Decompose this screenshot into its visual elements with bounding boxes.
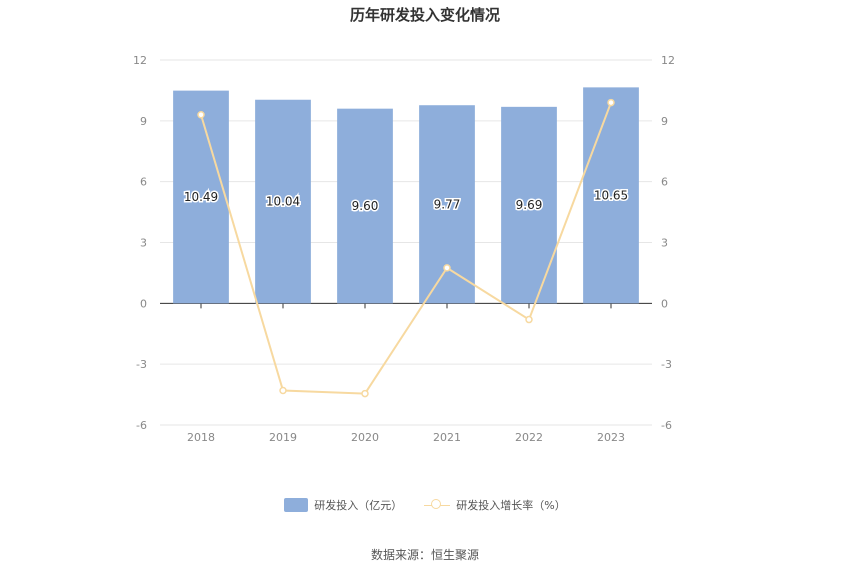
y-tick-right-label: -3 [661, 358, 672, 371]
chart-title: 历年研发投入变化情况 [349, 6, 500, 24]
source-note: 数据来源：恒生聚源 [370, 548, 479, 562]
bar-2020 [337, 108, 393, 304]
y-tick-right-label: 3 [661, 237, 668, 250]
y-tick-left-label: 9 [140, 115, 147, 128]
bar-2023 [583, 87, 639, 304]
axis-ticks: 12 12 9 9 6 6 3 3 0 0 -3 -3 -6 -6 2018 2019 2020 2021 2022… [133, 54, 675, 444]
y-tick-right-label: -6 [661, 419, 672, 432]
x-tick-label: 2021 [433, 431, 461, 444]
growth-point-2019 [279, 386, 287, 395]
bar-2018 [173, 90, 229, 304]
legend-label-line: 研发投入增长率（%） [456, 499, 566, 512]
bar-data-label: 10.04 [266, 195, 300, 209]
y-tick-right-label: 0 [661, 297, 668, 310]
bar-data-label: 10.65 [594, 188, 628, 202]
y-tick-left-label: 0 [140, 297, 147, 310]
legend-line-swatch [424, 498, 451, 512]
bar-2019 [255, 99, 311, 304]
y-tick-right-label: 12 [661, 54, 675, 67]
x-tick-label: 2020 [351, 431, 379, 444]
x-tick-label: 2019 [269, 431, 297, 444]
y-tick-right-label: 9 [661, 115, 668, 128]
growth-point-2021 [443, 264, 451, 272]
legend-bar-swatch [284, 498, 309, 512]
x-tick-label: 2022 [515, 431, 543, 444]
bar-data-label: 10.49 [184, 190, 218, 204]
y-tick-left-label: 12 [133, 54, 147, 67]
legend: 研发投入（亿元） 研发投入增长率（%） [0, 497, 850, 513]
legend-item-line[interactable]: 研发投入增长率（%） [424, 497, 566, 513]
y-tick-left-label: 3 [140, 237, 147, 250]
legend-label-bar: 研发投入（亿元） [314, 499, 403, 512]
growth-point-2022 [525, 315, 533, 324]
y-tick-right-label: 6 [661, 176, 668, 189]
bar-data-label: 9.69 [516, 198, 543, 212]
bar-data-label: 9.77 [434, 197, 461, 211]
x-tick-label: 2023 [597, 431, 625, 444]
y-tick-left-label: -6 [136, 419, 147, 432]
y-tick-left-label: 6 [140, 176, 147, 189]
growth-point-2023 [607, 98, 615, 107]
bar-series [173, 87, 639, 304]
x-tick-label: 2018 [187, 431, 215, 444]
growth-point-2018 [197, 111, 205, 119]
legend-item-bar[interactable]: 研发投入（亿元） [284, 497, 402, 513]
data-labels: 10.49 10.04 9.60 9.77 9.69 10.65 [182, 187, 629, 215]
growth-point-2020 [361, 389, 369, 398]
growth-rate-line [200, 102, 612, 395]
line-series [197, 98, 615, 398]
y-tick-left-label: -3 [136, 358, 147, 371]
bar-data-label: 9.60 [352, 199, 379, 213]
grid-lines [160, 59, 652, 426]
